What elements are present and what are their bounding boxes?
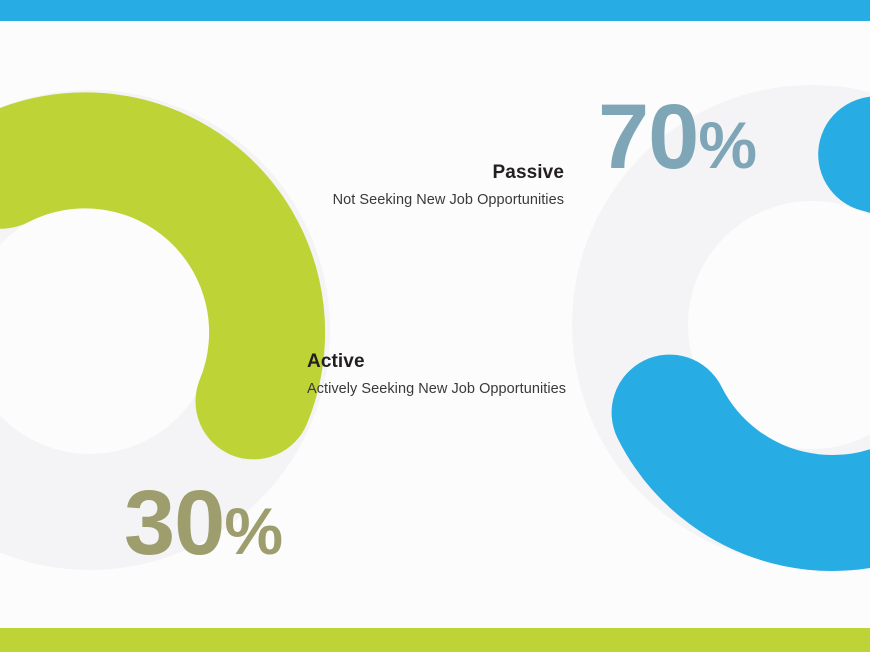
passive-percentage-symbol: % (698, 108, 758, 182)
passive-percentage-number: 70 (598, 86, 699, 188)
passive-title: Passive (492, 162, 564, 183)
passive-label-group: Passive Not Seeking New Job Opportunitie… (214, 160, 564, 211)
active-percentage-symbol: % (224, 494, 284, 568)
active-percentage: 30% (124, 477, 283, 569)
bottom-accent-bar (0, 628, 870, 652)
passive-subtitle: Not Seeking New Job Opportunities (332, 192, 564, 208)
active-percentage-number: 30 (124, 472, 225, 574)
passive-percentage: 70% (598, 91, 757, 183)
active-title: Active (307, 351, 365, 372)
active-subtitle: Actively Seeking New Job Opportunities (307, 381, 566, 397)
active-label-group: Active Actively Seeking New Job Opportun… (307, 349, 667, 400)
top-accent-bar (0, 0, 870, 21)
